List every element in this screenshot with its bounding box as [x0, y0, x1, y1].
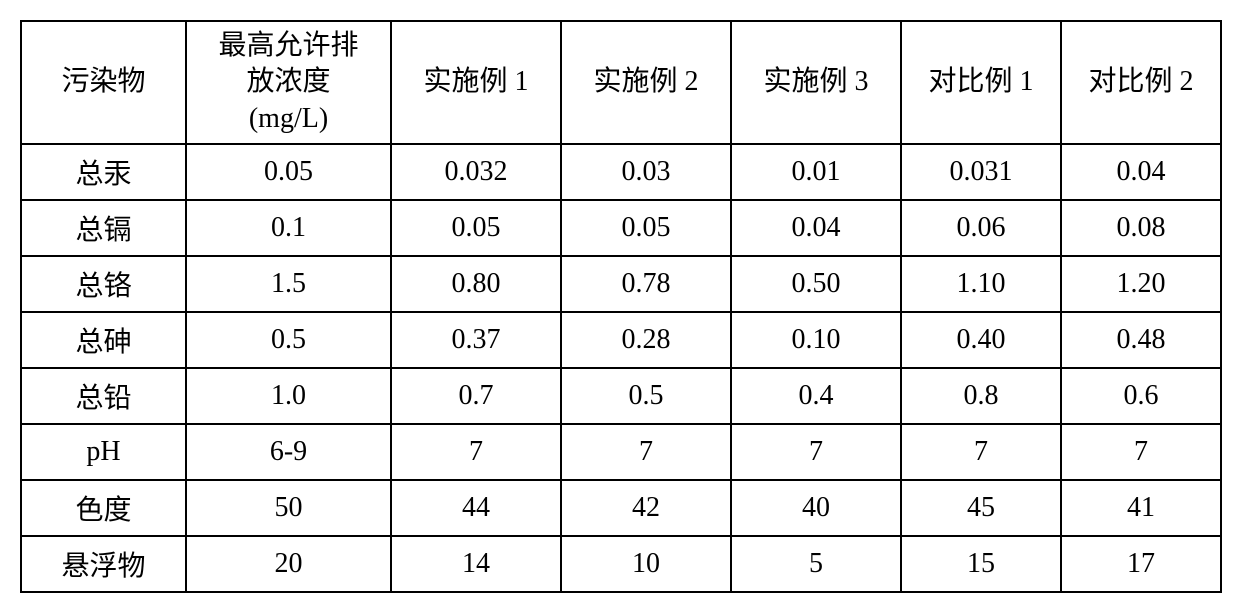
cell: 总铅 [21, 368, 186, 424]
cell: 7 [391, 424, 561, 480]
table-row: pH 6-9 7 7 7 7 7 [21, 424, 1221, 480]
cell: 1.5 [186, 256, 391, 312]
cell: 0.03 [561, 144, 731, 200]
cell: pH [21, 424, 186, 480]
cell: 0.08 [1061, 200, 1221, 256]
table-row: 总砷 0.5 0.37 0.28 0.10 0.40 0.48 [21, 312, 1221, 368]
cell: 0.48 [1061, 312, 1221, 368]
col-header-example-2: 实施例 2 [561, 21, 731, 144]
cell: 1.0 [186, 368, 391, 424]
cell: 总汞 [21, 144, 186, 200]
cell: 0.40 [901, 312, 1061, 368]
header-row: 污染物 最高允许排放浓度(mg/L) 实施例 1 实施例 2 实施例 3 对比例… [21, 21, 1221, 144]
cell: 0.50 [731, 256, 901, 312]
cell: 总镉 [21, 200, 186, 256]
cell: 50 [186, 480, 391, 536]
cell: 0.06 [901, 200, 1061, 256]
table-row: 色度 50 44 42 40 45 41 [21, 480, 1221, 536]
cell: 7 [561, 424, 731, 480]
col-header-pollutant: 污染物 [21, 21, 186, 144]
table-row: 总镉 0.1 0.05 0.05 0.04 0.06 0.08 [21, 200, 1221, 256]
cell: 1.10 [901, 256, 1061, 312]
cell: 17 [1061, 536, 1221, 592]
cell: 6-9 [186, 424, 391, 480]
cell: 7 [731, 424, 901, 480]
cell: 0.031 [901, 144, 1061, 200]
cell: 0.05 [186, 144, 391, 200]
table-row: 悬浮物 20 14 10 5 15 17 [21, 536, 1221, 592]
cell: 41 [1061, 480, 1221, 536]
table-row: 总汞 0.05 0.032 0.03 0.01 0.031 0.04 [21, 144, 1221, 200]
cell: 0.05 [391, 200, 561, 256]
table-row: 总铅 1.0 0.7 0.5 0.4 0.8 0.6 [21, 368, 1221, 424]
cell: 5 [731, 536, 901, 592]
cell: 20 [186, 536, 391, 592]
cell: 悬浮物 [21, 536, 186, 592]
cell: 44 [391, 480, 561, 536]
cell: 0.7 [391, 368, 561, 424]
cell: 0.10 [731, 312, 901, 368]
cell: 色度 [21, 480, 186, 536]
col-header-compare-2: 对比例 2 [1061, 21, 1221, 144]
cell: 45 [901, 480, 1061, 536]
cell: 40 [731, 480, 901, 536]
cell: 0.01 [731, 144, 901, 200]
cell: 总铬 [21, 256, 186, 312]
table-body: 总汞 0.05 0.032 0.03 0.01 0.031 0.04 总镉 0.… [21, 144, 1221, 592]
cell: 14 [391, 536, 561, 592]
cell: 0.04 [731, 200, 901, 256]
cell: 42 [561, 480, 731, 536]
cell: 0.78 [561, 256, 731, 312]
cell: 0.5 [186, 312, 391, 368]
cell: 7 [901, 424, 1061, 480]
cell: 1.20 [1061, 256, 1221, 312]
cell: 0.4 [731, 368, 901, 424]
col-header-example-1: 实施例 1 [391, 21, 561, 144]
col-header-compare-1: 对比例 1 [901, 21, 1061, 144]
cell: 0.6 [1061, 368, 1221, 424]
cell: 0.28 [561, 312, 731, 368]
cell: 0.032 [391, 144, 561, 200]
cell: 0.8 [901, 368, 1061, 424]
cell: 7 [1061, 424, 1221, 480]
table-row: 总铬 1.5 0.80 0.78 0.50 1.10 1.20 [21, 256, 1221, 312]
col-header-example-3: 实施例 3 [731, 21, 901, 144]
cell: 15 [901, 536, 1061, 592]
cell: 0.1 [186, 200, 391, 256]
cell: 总砷 [21, 312, 186, 368]
cell: 10 [561, 536, 731, 592]
col-header-max-allowed: 最高允许排放浓度(mg/L) [186, 21, 391, 144]
cell: 0.04 [1061, 144, 1221, 200]
cell: 0.05 [561, 200, 731, 256]
cell: 0.37 [391, 312, 561, 368]
cell: 0.80 [391, 256, 561, 312]
pollutant-table: 污染物 最高允许排放浓度(mg/L) 实施例 1 实施例 2 实施例 3 对比例… [20, 20, 1222, 593]
cell: 0.5 [561, 368, 731, 424]
table-header: 污染物 最高允许排放浓度(mg/L) 实施例 1 实施例 2 实施例 3 对比例… [21, 21, 1221, 144]
